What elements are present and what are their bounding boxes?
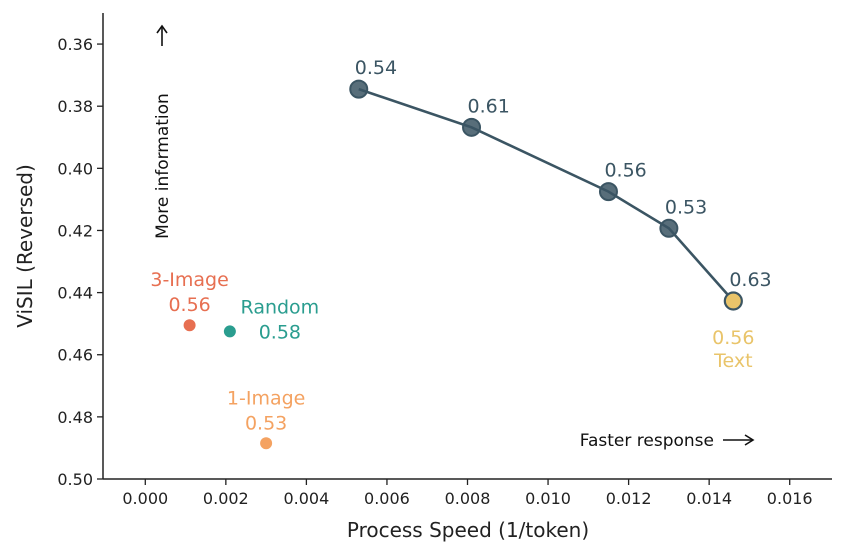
more-information-annotation: More information	[153, 93, 173, 239]
y-axis-ticks: 0.36 0.38 0.40 0.42 0.44 0.46 0.48 0.50	[57, 35, 103, 489]
y-tick-label: 0.36	[57, 35, 93, 54]
x-tick-label: 0.010	[525, 489, 571, 508]
y-tick-label: 0.46	[57, 346, 93, 365]
baseline-name-label: Random	[241, 296, 320, 318]
series-point-label: 0.63	[729, 269, 771, 291]
x-tick-label: 0.002	[203, 489, 249, 508]
baseline-value-label: 0.58	[259, 321, 301, 343]
x-tick-label: 0.016	[767, 489, 813, 508]
y-tick-label: 0.42	[57, 221, 93, 240]
x-axis-ticks: 0.000 0.002 0.004 0.006 0.008 0.010 0.012 0.014…	[122, 479, 813, 508]
x-tick-label: 0.006	[364, 489, 410, 508]
series-point-label: 0.54	[355, 57, 397, 79]
x-axis-label: Process Speed (1/token)	[347, 518, 589, 542]
baseline-name-label: 3-Image	[150, 269, 228, 291]
series-point	[598, 182, 618, 202]
series-line	[358, 87, 735, 302]
x-tick-label: 0.004	[283, 489, 329, 508]
right-arrow-icon	[723, 434, 755, 446]
baseline-name-label: 1-Image	[227, 387, 305, 409]
x-tick-label: 0.014	[686, 489, 732, 508]
faster-response-annotation: Faster response	[580, 431, 714, 451]
x-tick-label: 0.008	[445, 489, 491, 508]
series-point	[659, 218, 679, 238]
y-tick-label: 0.44	[57, 284, 93, 303]
x-tick-label: 0.000	[122, 489, 168, 508]
text-point-name-label: Text	[713, 350, 752, 372]
baseline-point	[260, 437, 273, 450]
y-tick-label: 0.38	[57, 97, 93, 116]
y-axis-label: ViSIL (Reversed)	[13, 164, 37, 328]
baseline-value-label: 0.56	[168, 294, 210, 316]
text-point-value-label: 0.56	[712, 327, 754, 349]
series-point-label: 0.61	[468, 95, 510, 117]
series-point-label: 0.56	[604, 160, 646, 182]
up-arrow-icon	[156, 24, 168, 46]
y-tick-label: 0.48	[57, 408, 93, 427]
y-tick-label: 0.50	[57, 470, 93, 489]
series-point	[462, 117, 482, 137]
baseline-point	[223, 325, 236, 338]
text-point	[723, 291, 743, 311]
series-point-label: 0.53	[665, 196, 707, 218]
series-point	[349, 79, 369, 99]
y-tick-label: 0.40	[57, 159, 93, 178]
baseline-value-label: 0.53	[245, 412, 287, 434]
x-tick-label: 0.012	[606, 489, 652, 508]
baseline-point	[183, 319, 196, 332]
